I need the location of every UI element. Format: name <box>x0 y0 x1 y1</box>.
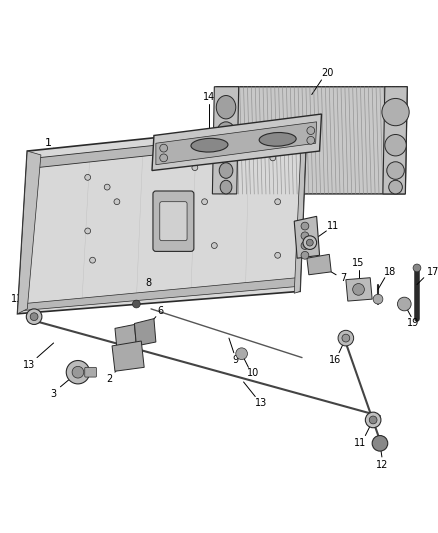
Circle shape <box>114 199 120 205</box>
Circle shape <box>373 294 383 304</box>
Circle shape <box>275 199 281 205</box>
Text: 20: 20 <box>321 68 333 78</box>
Circle shape <box>133 300 140 308</box>
Text: 19: 19 <box>407 318 419 327</box>
Text: 15: 15 <box>352 258 365 268</box>
Text: 13: 13 <box>23 360 35 370</box>
Polygon shape <box>156 122 317 165</box>
FancyBboxPatch shape <box>85 367 96 377</box>
Circle shape <box>301 232 309 240</box>
Polygon shape <box>383 87 407 194</box>
Polygon shape <box>294 122 307 293</box>
Polygon shape <box>112 341 144 371</box>
Text: 2: 2 <box>106 374 112 384</box>
Circle shape <box>307 136 314 144</box>
Circle shape <box>301 252 309 259</box>
Circle shape <box>385 134 406 156</box>
Circle shape <box>307 239 313 246</box>
Text: 3: 3 <box>50 389 57 399</box>
Circle shape <box>270 155 276 161</box>
Polygon shape <box>307 254 331 275</box>
Text: 9: 9 <box>233 354 239 365</box>
Circle shape <box>365 412 381 428</box>
Polygon shape <box>19 278 297 311</box>
Text: 7: 7 <box>340 273 346 282</box>
Polygon shape <box>18 122 307 314</box>
Ellipse shape <box>191 139 228 152</box>
Circle shape <box>275 252 281 258</box>
Circle shape <box>301 222 309 230</box>
Circle shape <box>72 366 84 378</box>
Circle shape <box>342 334 350 342</box>
Circle shape <box>398 297 411 311</box>
Polygon shape <box>214 87 407 194</box>
Circle shape <box>387 162 404 179</box>
Circle shape <box>236 348 247 360</box>
Ellipse shape <box>259 133 296 146</box>
Circle shape <box>303 236 317 249</box>
Circle shape <box>369 416 377 424</box>
Circle shape <box>301 241 309 249</box>
Circle shape <box>85 228 91 234</box>
Circle shape <box>413 264 421 272</box>
Text: 11: 11 <box>11 294 24 304</box>
Circle shape <box>90 257 95 263</box>
Ellipse shape <box>216 95 236 119</box>
Polygon shape <box>18 151 41 314</box>
Circle shape <box>372 435 388 451</box>
Polygon shape <box>37 130 302 167</box>
Circle shape <box>212 243 217 248</box>
Polygon shape <box>294 216 320 258</box>
Polygon shape <box>346 278 372 301</box>
Circle shape <box>30 313 38 320</box>
Circle shape <box>66 360 90 384</box>
Text: 1: 1 <box>45 138 52 148</box>
Text: 11: 11 <box>327 221 339 231</box>
Text: 14: 14 <box>203 92 215 102</box>
Polygon shape <box>115 325 136 349</box>
Polygon shape <box>212 87 239 194</box>
Text: 10: 10 <box>247 368 259 378</box>
Polygon shape <box>134 319 156 346</box>
Text: 18: 18 <box>384 267 396 277</box>
Circle shape <box>201 199 208 205</box>
Text: 16: 16 <box>329 354 341 365</box>
FancyBboxPatch shape <box>153 191 194 252</box>
Circle shape <box>192 165 198 171</box>
FancyBboxPatch shape <box>160 201 187 241</box>
Circle shape <box>26 309 42 325</box>
Text: 8: 8 <box>145 278 151 288</box>
Ellipse shape <box>220 180 232 194</box>
Text: 13: 13 <box>255 398 267 408</box>
Circle shape <box>104 184 110 190</box>
Circle shape <box>160 154 168 162</box>
Circle shape <box>85 174 91 180</box>
Text: 17: 17 <box>427 267 438 277</box>
Circle shape <box>338 330 353 346</box>
Circle shape <box>382 99 409 126</box>
Ellipse shape <box>217 122 235 141</box>
Circle shape <box>389 180 403 194</box>
Circle shape <box>353 284 364 295</box>
Ellipse shape <box>218 144 234 162</box>
Text: 6: 6 <box>158 306 164 316</box>
Text: 11: 11 <box>354 438 367 448</box>
Circle shape <box>160 144 168 152</box>
Ellipse shape <box>219 163 233 179</box>
Text: 12: 12 <box>376 460 388 470</box>
Polygon shape <box>152 114 321 171</box>
Circle shape <box>307 127 314 134</box>
